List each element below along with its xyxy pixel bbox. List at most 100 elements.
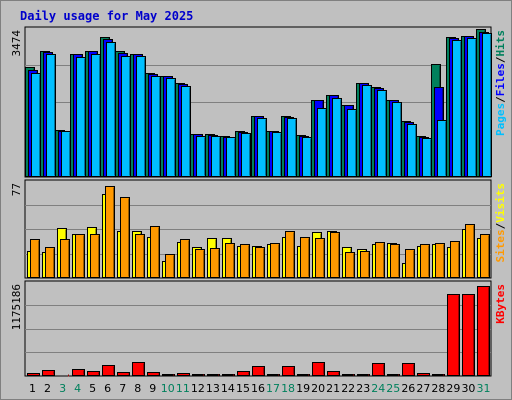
bar-kbytes-kbytes-day-16 [252,366,265,376]
bar-visits-sites-day-24 [375,242,385,278]
max-label-hits: 3474 [10,30,23,57]
legend-visits: Sites/Visits [494,183,507,263]
bar-visits-sites-day-20 [315,238,325,278]
x-tick-label-day-31: 31 [476,382,490,395]
bar-kbytes-kbytes-day-14 [222,374,235,376]
x-tick-label-day-20: 20 [311,382,325,395]
bar-hits-pages-day-11 [181,86,191,177]
x-tick-label-day-14: 14 [221,382,235,395]
x-tick-label-day-1: 1 [29,382,36,395]
max-label-kbytes: 1175186 [10,284,23,330]
x-tick-label-day-13: 13 [206,382,220,395]
bar-kbytes-kbytes-day-20 [312,362,325,376]
x-tick-label-day-11: 11 [176,382,190,395]
bar-kbytes-kbytes-day-5 [87,371,100,376]
x-tick-label-day-29: 29 [446,382,460,395]
bar-visits-sites-day-7 [120,197,130,278]
bar-kbytes-kbytes-day-18 [282,366,295,376]
bar-kbytes-kbytes-day-2 [42,370,55,376]
x-tick-label-day-9: 9 [149,382,156,395]
bar-kbytes-kbytes-day-12 [192,374,205,376]
x-tick-label-day-17: 17 [266,382,280,395]
legend-entry: Hits [494,30,507,57]
bar-visits-sites-day-27 [420,244,430,278]
x-tick-label-day-16: 16 [251,382,265,395]
bar-visits-sites-day-23 [360,251,370,278]
bar-kbytes-kbytes-day-15 [237,371,250,376]
bar-visits-sites-day-15 [240,244,250,278]
chart-panels: 3474Pages/Files/Hits77Sites/Visits117518… [10,26,507,377]
bar-visits-sites-day-22 [345,252,355,278]
legend-hits: Pages/Files/Hits [494,30,507,136]
bar-kbytes-kbytes-day-28 [432,374,445,376]
legend-entry: / [494,96,507,103]
bar-kbytes-kbytes-day-6 [102,365,115,376]
bar-kbytes-kbytes-day-30 [462,294,475,376]
bar-kbytes-kbytes-day-11 [177,373,190,376]
bar-kbytes-kbytes-day-22 [342,374,355,376]
bar-visits-sites-day-11 [180,239,190,278]
x-tick-label-day-15: 15 [236,382,250,395]
bar-visits-sites-day-29 [450,241,460,278]
bar-visits-sites-day-17 [270,243,280,278]
bar-visits-sites-day-28 [435,243,445,278]
x-tick-label-day-7: 7 [119,382,126,395]
bar-kbytes-kbytes-day-8 [132,362,145,376]
panel-kbytes: 1175186 KBytes [10,280,507,377]
x-tick-label-day-27: 27 [416,382,430,395]
bar-kbytes-kbytes-day-17 [267,374,280,376]
bar-visits-sites-day-3 [60,239,70,278]
x-tick-label-day-25: 25 [386,382,400,395]
bar-visits-sites-day-13 [210,248,220,278]
bar-visits-sites-day-1 [30,239,40,278]
bar-visits-sites-day-31 [480,234,490,278]
bar-visits-sites-day-26 [405,249,415,278]
bar-kbytes-kbytes-day-19 [297,374,310,376]
legend-entry: / [494,222,507,229]
legend-entry: Pages [494,103,507,136]
legend-entry: Sites [494,229,507,262]
legend-entry: KBytes [494,284,507,324]
bar-visits-sites-day-9 [150,226,160,278]
bar-kbytes-kbytes-day-23 [357,374,370,376]
bar-kbytes-kbytes-day-10 [162,374,175,376]
x-tick-label-day-26: 26 [401,382,415,395]
x-tick-label-day-30: 30 [461,382,475,395]
bar-hits-pages-day-2 [46,54,56,177]
x-tick-label-day-10: 10 [161,382,175,395]
bar-hits-pages-day-15 [241,133,251,177]
plot-area-kbytes [24,280,492,377]
bar-kbytes-kbytes-day-31 [477,286,490,376]
legend-entry: Files [494,63,507,96]
x-tick-label-day-23: 23 [356,382,370,395]
bar-kbytes-kbytes-day-25 [387,374,400,376]
x-tick-label-day-21: 21 [326,382,340,395]
x-tick-label-day-28: 28 [431,382,445,395]
legend-kbytes: KBytes [494,284,507,324]
max-label-visits: 77 [10,183,23,196]
x-tick-label-day-4: 4 [74,382,81,395]
bar-hits-pages-day-31 [482,33,492,177]
legend-entry: / [494,56,507,63]
x-tick-label-day-24: 24 [371,382,385,395]
bar-kbytes-kbytes-day-7 [117,372,130,376]
bar-visits-sites-day-12 [195,249,205,278]
x-tick-label-day-18: 18 [281,382,295,395]
bar-kbytes-kbytes-day-21 [327,371,340,376]
x-tick-label-day-5: 5 [89,382,96,395]
bar-visits-sites-day-2 [45,247,55,278]
x-tick-label-day-3: 3 [59,382,66,395]
bar-visits-sites-day-30 [465,224,475,278]
x-tick-label-day-19: 19 [296,382,310,395]
x-axis-labels: 1 2 3 4 5 6 7 8 9 10 11 12 13 14 15 16 17 18 19 20 21 22 23 24 2… [29,382,490,395]
bar-visits-sites-day-21 [330,232,340,278]
bar-kbytes-kbytes-day-27 [417,373,430,376]
bar-visits-sites-day-14 [225,243,235,278]
bar-kbytes-kbytes-day-9 [147,372,160,376]
bar-visits-sites-day-19 [300,237,310,278]
bar-kbytes-kbytes-day-24 [372,363,385,376]
legend-entry: Visits [494,183,507,223]
x-tick-label-day-8: 8 [134,382,141,395]
